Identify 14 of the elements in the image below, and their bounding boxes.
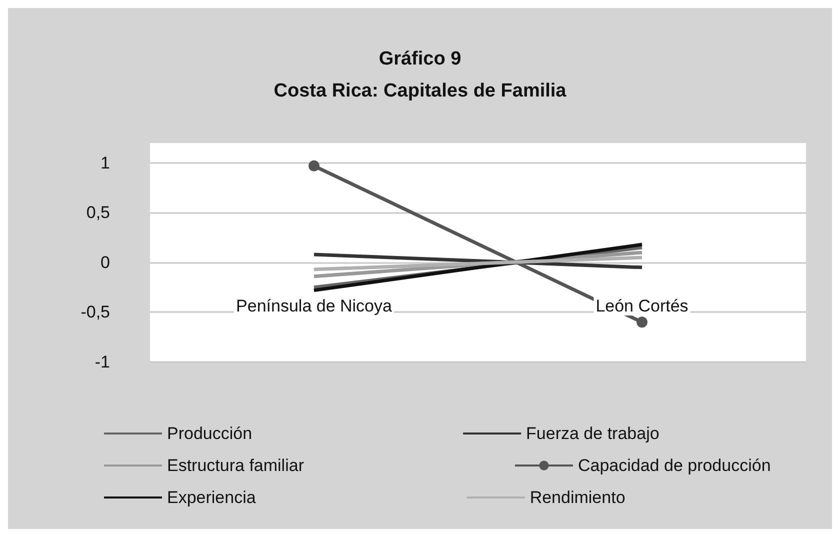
legend-label: Estructura familiar: [167, 456, 304, 475]
x-tick-label: Península de Nicoya: [236, 296, 393, 316]
y-tick-label: 1: [100, 153, 110, 172]
y-tick-label: 0,5: [86, 203, 110, 222]
legend-label: Producción: [167, 424, 252, 443]
y-tick-label: 0: [100, 252, 110, 272]
legend-label: Capacidad de producción: [578, 456, 771, 475]
y-tick-label: -0,5: [80, 302, 110, 322]
legend-label: Fuerza de trabajo: [526, 424, 660, 443]
legend-label: Rendimiento: [530, 488, 626, 507]
y-tick-label: -1: [94, 352, 110, 372]
legend-label: Experiencia: [167, 488, 256, 507]
chart-title: Gráfico 9 Costa Rica: Capitales de Familia: [274, 48, 567, 102]
x-tick-label: León Cortés: [596, 296, 688, 316]
